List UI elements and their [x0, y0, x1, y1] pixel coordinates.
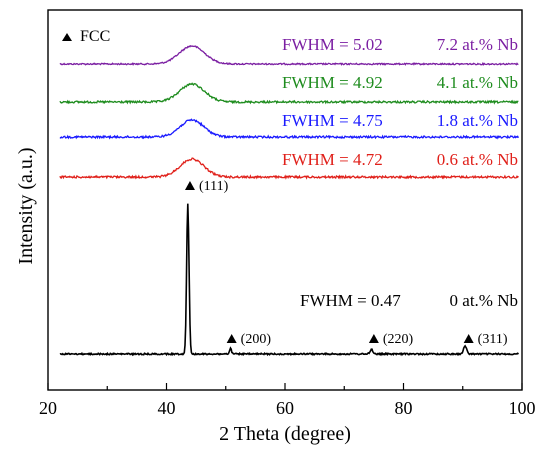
x-tick-label: 60 — [276, 398, 294, 418]
peak-label: (220) — [383, 332, 414, 347]
legend-label: FCC — [80, 28, 110, 45]
x-tick-label: 80 — [395, 398, 413, 418]
series-composition-label: 0 at.% Nb — [450, 291, 518, 310]
series-line — [59, 45, 519, 66]
y-axis-title: Intensity (a.u.) — [15, 147, 37, 264]
series-line — [59, 82, 519, 105]
series-composition-label: 7.2 at.% Nb — [437, 35, 518, 54]
series-line — [59, 118, 519, 140]
x-tick-label: 20 — [39, 398, 57, 418]
series-composition-label: 4.1 at.% Nb — [437, 73, 518, 92]
legend-marker-triangle-icon — [62, 33, 72, 41]
peak-marker-triangle-icon — [184, 181, 195, 190]
series-fwhm-label: FWHM = 4.72 — [282, 150, 383, 169]
x-axis-tick-labels: 20 40 60 80 100 — [39, 398, 536, 418]
series-fwhm-label: FWHM = 4.75 — [282, 111, 383, 130]
peak-label: (111) — [199, 179, 229, 194]
series-composition-label: 1.8 at.% Nb — [437, 111, 518, 130]
series-fwhm-label: FWHM = 4.92 — [282, 73, 383, 92]
legend: FCC — [62, 28, 110, 45]
x-tick-label: 100 — [509, 398, 536, 418]
x-tick-label: 40 — [158, 398, 176, 418]
x-axis-title: 2 Theta (degree) — [219, 423, 351, 445]
x-axis-ticks — [47, 383, 523, 390]
series-line — [59, 203, 520, 357]
series-labels: FWHM = 5.02 7.2 at.% Nb FWHM = 4.92 4.1 at.… — [282, 35, 518, 310]
series-layer — [59, 45, 520, 357]
peak-label: (311) — [478, 332, 508, 347]
peak-marker-triangle-icon — [226, 334, 237, 343]
peak-marker-triangle-icon — [463, 334, 474, 343]
peak-labels: (111) (200) (220) (311) — [184, 179, 508, 347]
peak-label: (200) — [241, 332, 272, 347]
plot-frame — [47, 9, 523, 391]
series-fwhm-label: FWHM = 5.02 — [282, 35, 383, 54]
series-line — [59, 157, 519, 180]
peak-marker-triangle-icon — [368, 334, 379, 343]
series-fwhm-label: FWHM = 0.47 — [300, 291, 401, 310]
series-composition-label: 0.6 at.% Nb — [437, 150, 518, 169]
